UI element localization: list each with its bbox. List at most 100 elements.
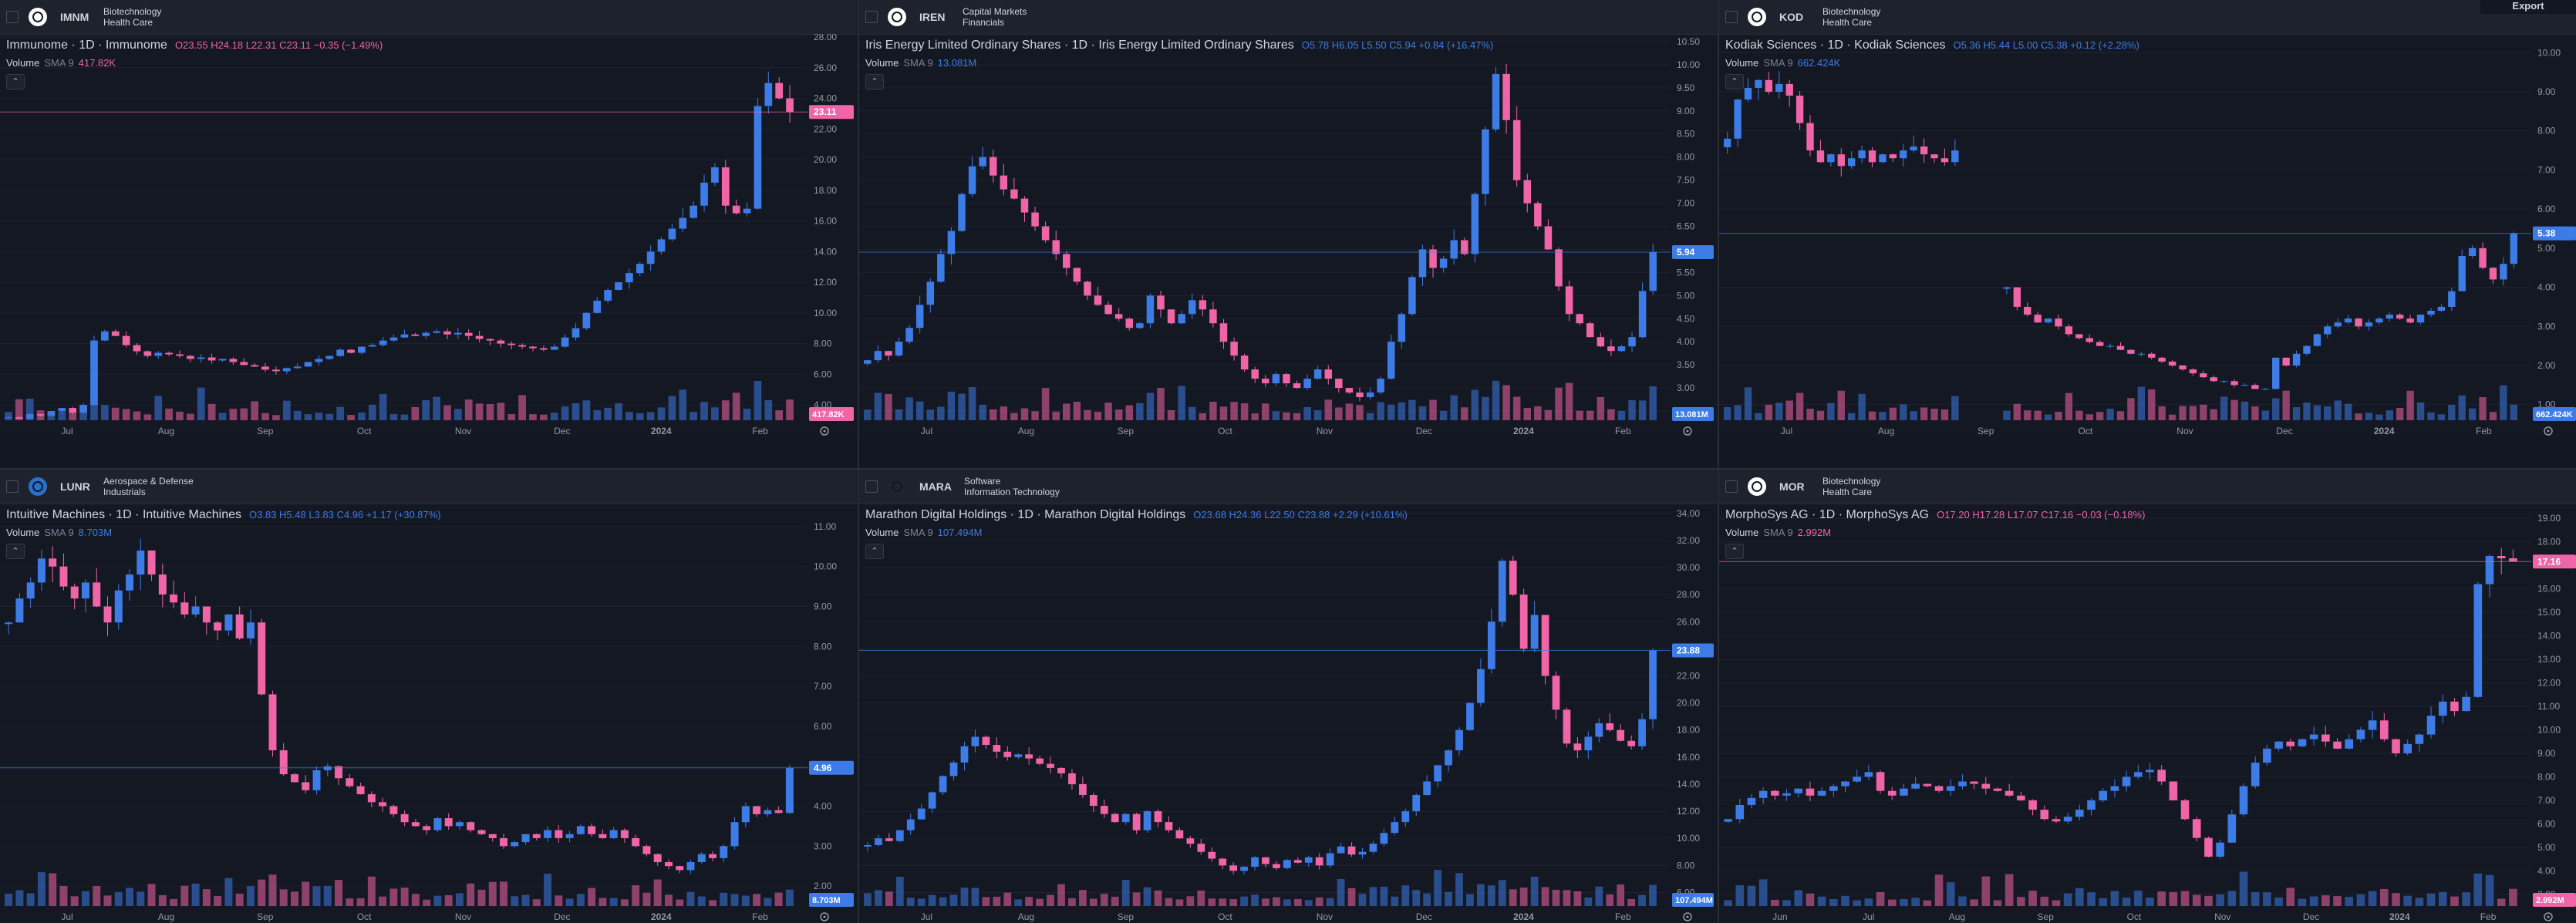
axis-settings-icon[interactable] — [2544, 912, 2553, 921]
x-tick-label: Aug — [158, 911, 174, 922]
volume-bar — [721, 400, 730, 420]
candle-body — [1617, 729, 1625, 741]
volume-bar — [2179, 406, 2187, 420]
collapse-legend-button[interactable]: ⌃ — [6, 544, 25, 559]
axis-settings-icon[interactable] — [820, 912, 829, 921]
volume-bar — [176, 411, 184, 420]
axis-settings-icon[interactable] — [1683, 426, 1692, 436]
candle-body — [158, 574, 167, 595]
price-chart[interactable]: 11.0010.009.008.007.006.005.004.003.002.… — [0, 504, 857, 923]
candle-body — [422, 332, 430, 336]
candle-body — [989, 157, 997, 176]
candle-body — [1121, 814, 1130, 823]
candle-body — [1502, 73, 1510, 120]
volume-sma-label: SMA 9 — [1763, 57, 1793, 69]
select-checkbox[interactable] — [865, 11, 878, 23]
candle-body — [2458, 256, 2466, 291]
volume-bar — [928, 894, 936, 906]
y-tick-label: 6.00 — [2537, 818, 2556, 829]
volume-bar — [1089, 898, 1097, 906]
candle-body — [282, 368, 291, 372]
y-tick-label: 22.00 — [1677, 670, 1700, 681]
ticker-symbol[interactable]: LUNR — [60, 480, 90, 493]
volume-bar — [1262, 403, 1269, 420]
volume-bar — [1391, 896, 1399, 906]
ticker-symbol[interactable]: IMNM — [60, 11, 89, 23]
volume-sma-value: 8.703M — [78, 527, 113, 538]
select-checkbox[interactable] — [6, 480, 19, 493]
candle-body — [620, 830, 629, 838]
collapse-legend-button[interactable]: ⌃ — [1725, 544, 1744, 559]
y-tick-label: 22.00 — [814, 123, 837, 134]
candle-body — [235, 614, 244, 638]
chart-panel-kod[interactable]: KOD Biotechnology Health Care 10.00 9.00 8.00… — [1719, 0, 2576, 437]
candle-body — [2216, 842, 2224, 857]
volume-bar — [1230, 402, 1238, 420]
select-checkbox[interactable] — [1725, 480, 1738, 493]
candle-body — [2004, 790, 2014, 796]
x-tick-label: Jul — [921, 911, 932, 922]
volume-bar — [775, 410, 784, 420]
axis-settings-icon[interactable] — [2544, 426, 2553, 436]
axis-settings-icon[interactable] — [820, 426, 829, 436]
price-chart[interactable]: 10.5010.009.509.008.508.007.507.006.506.… — [859, 34, 1717, 437]
volume-bar — [15, 890, 24, 906]
volume-legend: Volume SMA 9 417.82K — [6, 57, 116, 69]
collapse-legend-button[interactable]: ⌃ — [865, 544, 884, 559]
volume-bar — [1240, 896, 1248, 906]
candle-body — [686, 862, 695, 871]
ticker-symbol[interactable]: MOR — [1779, 480, 1805, 493]
volume-bar — [1758, 879, 1768, 906]
chart-panel-iren[interactable]: IREN Capital Markets Financials 10.50 10.00 9… — [859, 0, 1717, 437]
price-chart[interactable]: 19.0018.0017.0016.0015.0014.0013.0012.00… — [1719, 504, 2576, 923]
candle-body — [1930, 154, 1938, 159]
select-checkbox[interactable] — [1725, 11, 1738, 23]
axis-settings-icon[interactable] — [1683, 912, 1692, 921]
x-tick-label: Feb — [2476, 426, 2492, 436]
ticker-symbol[interactable]: IREN — [919, 11, 946, 23]
collapse-legend-button[interactable]: ⌃ — [865, 74, 884, 89]
volume-bar — [1324, 399, 1333, 420]
ohlc-values: O23.55 H24.18 L22.31 C23.11 −0.35 (−1.49… — [174, 39, 383, 51]
chart-panel-imnm[interactable]: IMNM Biotechnology Health Care 28.00 26.00 24… — [0, 0, 857, 437]
candle-body — [993, 745, 1001, 752]
export-button[interactable]: Export — [2480, 0, 2576, 14]
volume-bar — [1775, 403, 1783, 420]
ticker-symbol[interactable]: MARA — [919, 480, 952, 493]
price-chart[interactable]: 10.009.008.007.006.005.004.003.002.001.0… — [1719, 34, 2576, 437]
candle-body — [2415, 734, 2424, 744]
candle-body — [1003, 751, 1012, 757]
volume-bar — [291, 891, 298, 906]
y-tick-label: 8.00 — [814, 339, 832, 349]
volume-bar — [1940, 409, 1949, 420]
ticker-symbol[interactable]: KOD — [1779, 11, 1804, 23]
volume-bar — [1450, 395, 1458, 420]
candle-body — [1262, 857, 1269, 864]
volume-bar — [2116, 411, 2125, 420]
volume-sma-value: 417.82K — [78, 57, 116, 69]
y-tick-label: 11.00 — [814, 521, 836, 532]
volume-bar — [154, 396, 163, 420]
y-tick-label: 6.00 — [814, 721, 832, 732]
volume-bar — [2415, 898, 2424, 906]
candle-body — [1100, 806, 1108, 814]
collapse-legend-button[interactable]: ⌃ — [1725, 74, 1744, 89]
candle-body — [346, 778, 354, 787]
volume-bar — [1724, 406, 1731, 420]
price-chart[interactable]: 34.0032.0030.0028.0026.0024.0022.0020.00… — [859, 504, 1717, 923]
select-checkbox[interactable] — [865, 480, 878, 493]
volume-bar — [979, 404, 986, 420]
chart-panel-lunr[interactable]: LUNR Aerospace & Defense Industrials 11.00 1… — [0, 470, 857, 923]
x-tick-label: 2024 — [1513, 911, 1534, 922]
volume-bar — [2313, 405, 2321, 420]
volume-bar — [529, 414, 537, 420]
chart-panel-mara[interactable]: MARA Software Information Technology 34.00 3… — [859, 470, 1717, 923]
collapse-legend-button[interactable]: ⌃ — [6, 74, 25, 89]
candle-body — [2133, 772, 2143, 777]
volume-bar — [507, 414, 516, 420]
volume-bar — [500, 881, 507, 906]
candle-body — [1209, 309, 1217, 324]
select-checkbox[interactable] — [6, 11, 19, 23]
price-chart[interactable]: 28.00 26.00 24.00 22.00 20.00 18.00 16.00 14.00… — [0, 34, 857, 437]
